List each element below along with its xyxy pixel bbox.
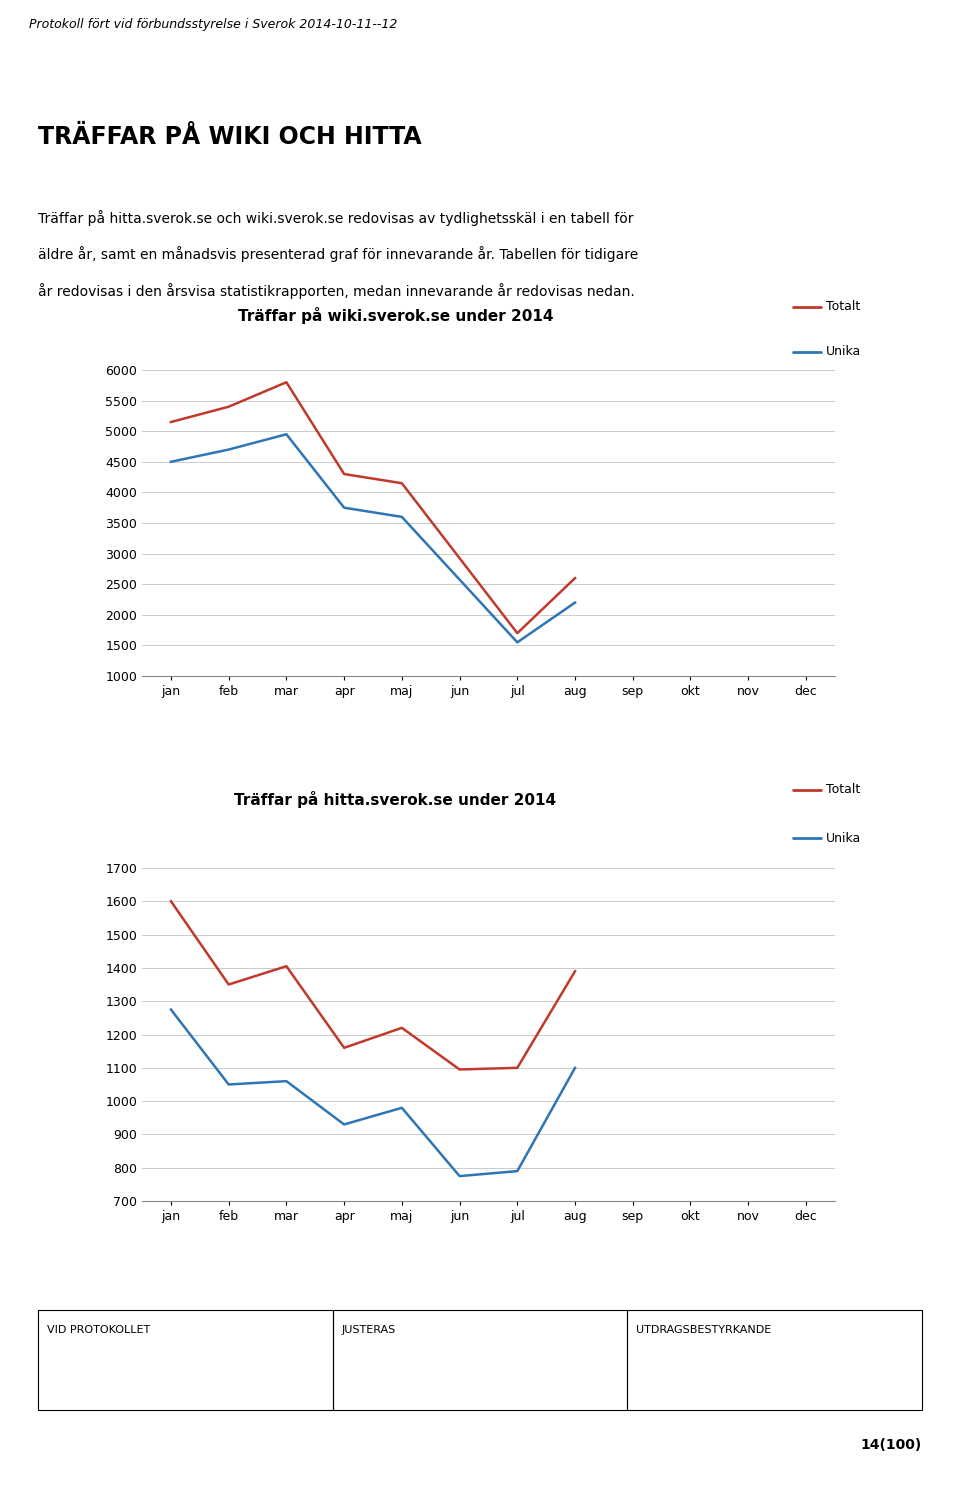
Text: Totalt: Totalt bbox=[827, 783, 860, 795]
Text: Träffar på hitta.sverok.se under 2014: Träffar på hitta.sverok.se under 2014 bbox=[234, 791, 557, 807]
Text: äldre år, samt en månadsvis presenterad graf för innevarande år. Tabellen för ti: äldre år, samt en månadsvis presenterad … bbox=[38, 247, 638, 262]
Text: 14(100): 14(100) bbox=[860, 1438, 922, 1452]
Text: Träffar på hitta.sverok.se och wiki.sverok.se redovisas av tydlighetsskäl i en t: Träffar på hitta.sverok.se och wiki.sver… bbox=[38, 209, 634, 226]
Bar bbox=[38, 1310, 333, 1410]
Bar bbox=[627, 1310, 922, 1410]
Text: Unika: Unika bbox=[827, 833, 861, 845]
Bar bbox=[333, 1310, 627, 1410]
Text: Träffar på wiki.sverok.se under 2014: Träffar på wiki.sverok.se under 2014 bbox=[238, 308, 553, 324]
Text: Sverok: Sverok bbox=[805, 46, 865, 61]
Text: Unika: Unika bbox=[827, 345, 861, 359]
Text: UTDRAGSBESTYRKANDE: UTDRAGSBESTYRKANDE bbox=[636, 1325, 771, 1335]
Text: år redovisas i den årsvisa statistikrapporten, medan innevarande år redovisas ne: år redovisas i den årsvisa statistikrapp… bbox=[38, 283, 636, 299]
Text: Totalt: Totalt bbox=[827, 300, 860, 314]
Text: JUSTERAS: JUSTERAS bbox=[342, 1325, 396, 1335]
Text: TRÄFFAR PÅ WIKI OCH HITTA: TRÄFFAR PÅ WIKI OCH HITTA bbox=[38, 126, 422, 150]
Text: VID PROTOKOLLET: VID PROTOKOLLET bbox=[47, 1325, 151, 1335]
Text: Protokoll fört vid förbundsstyrelse i Sverok 2014-10-11--12: Protokoll fört vid förbundsstyrelse i Sv… bbox=[29, 18, 397, 31]
